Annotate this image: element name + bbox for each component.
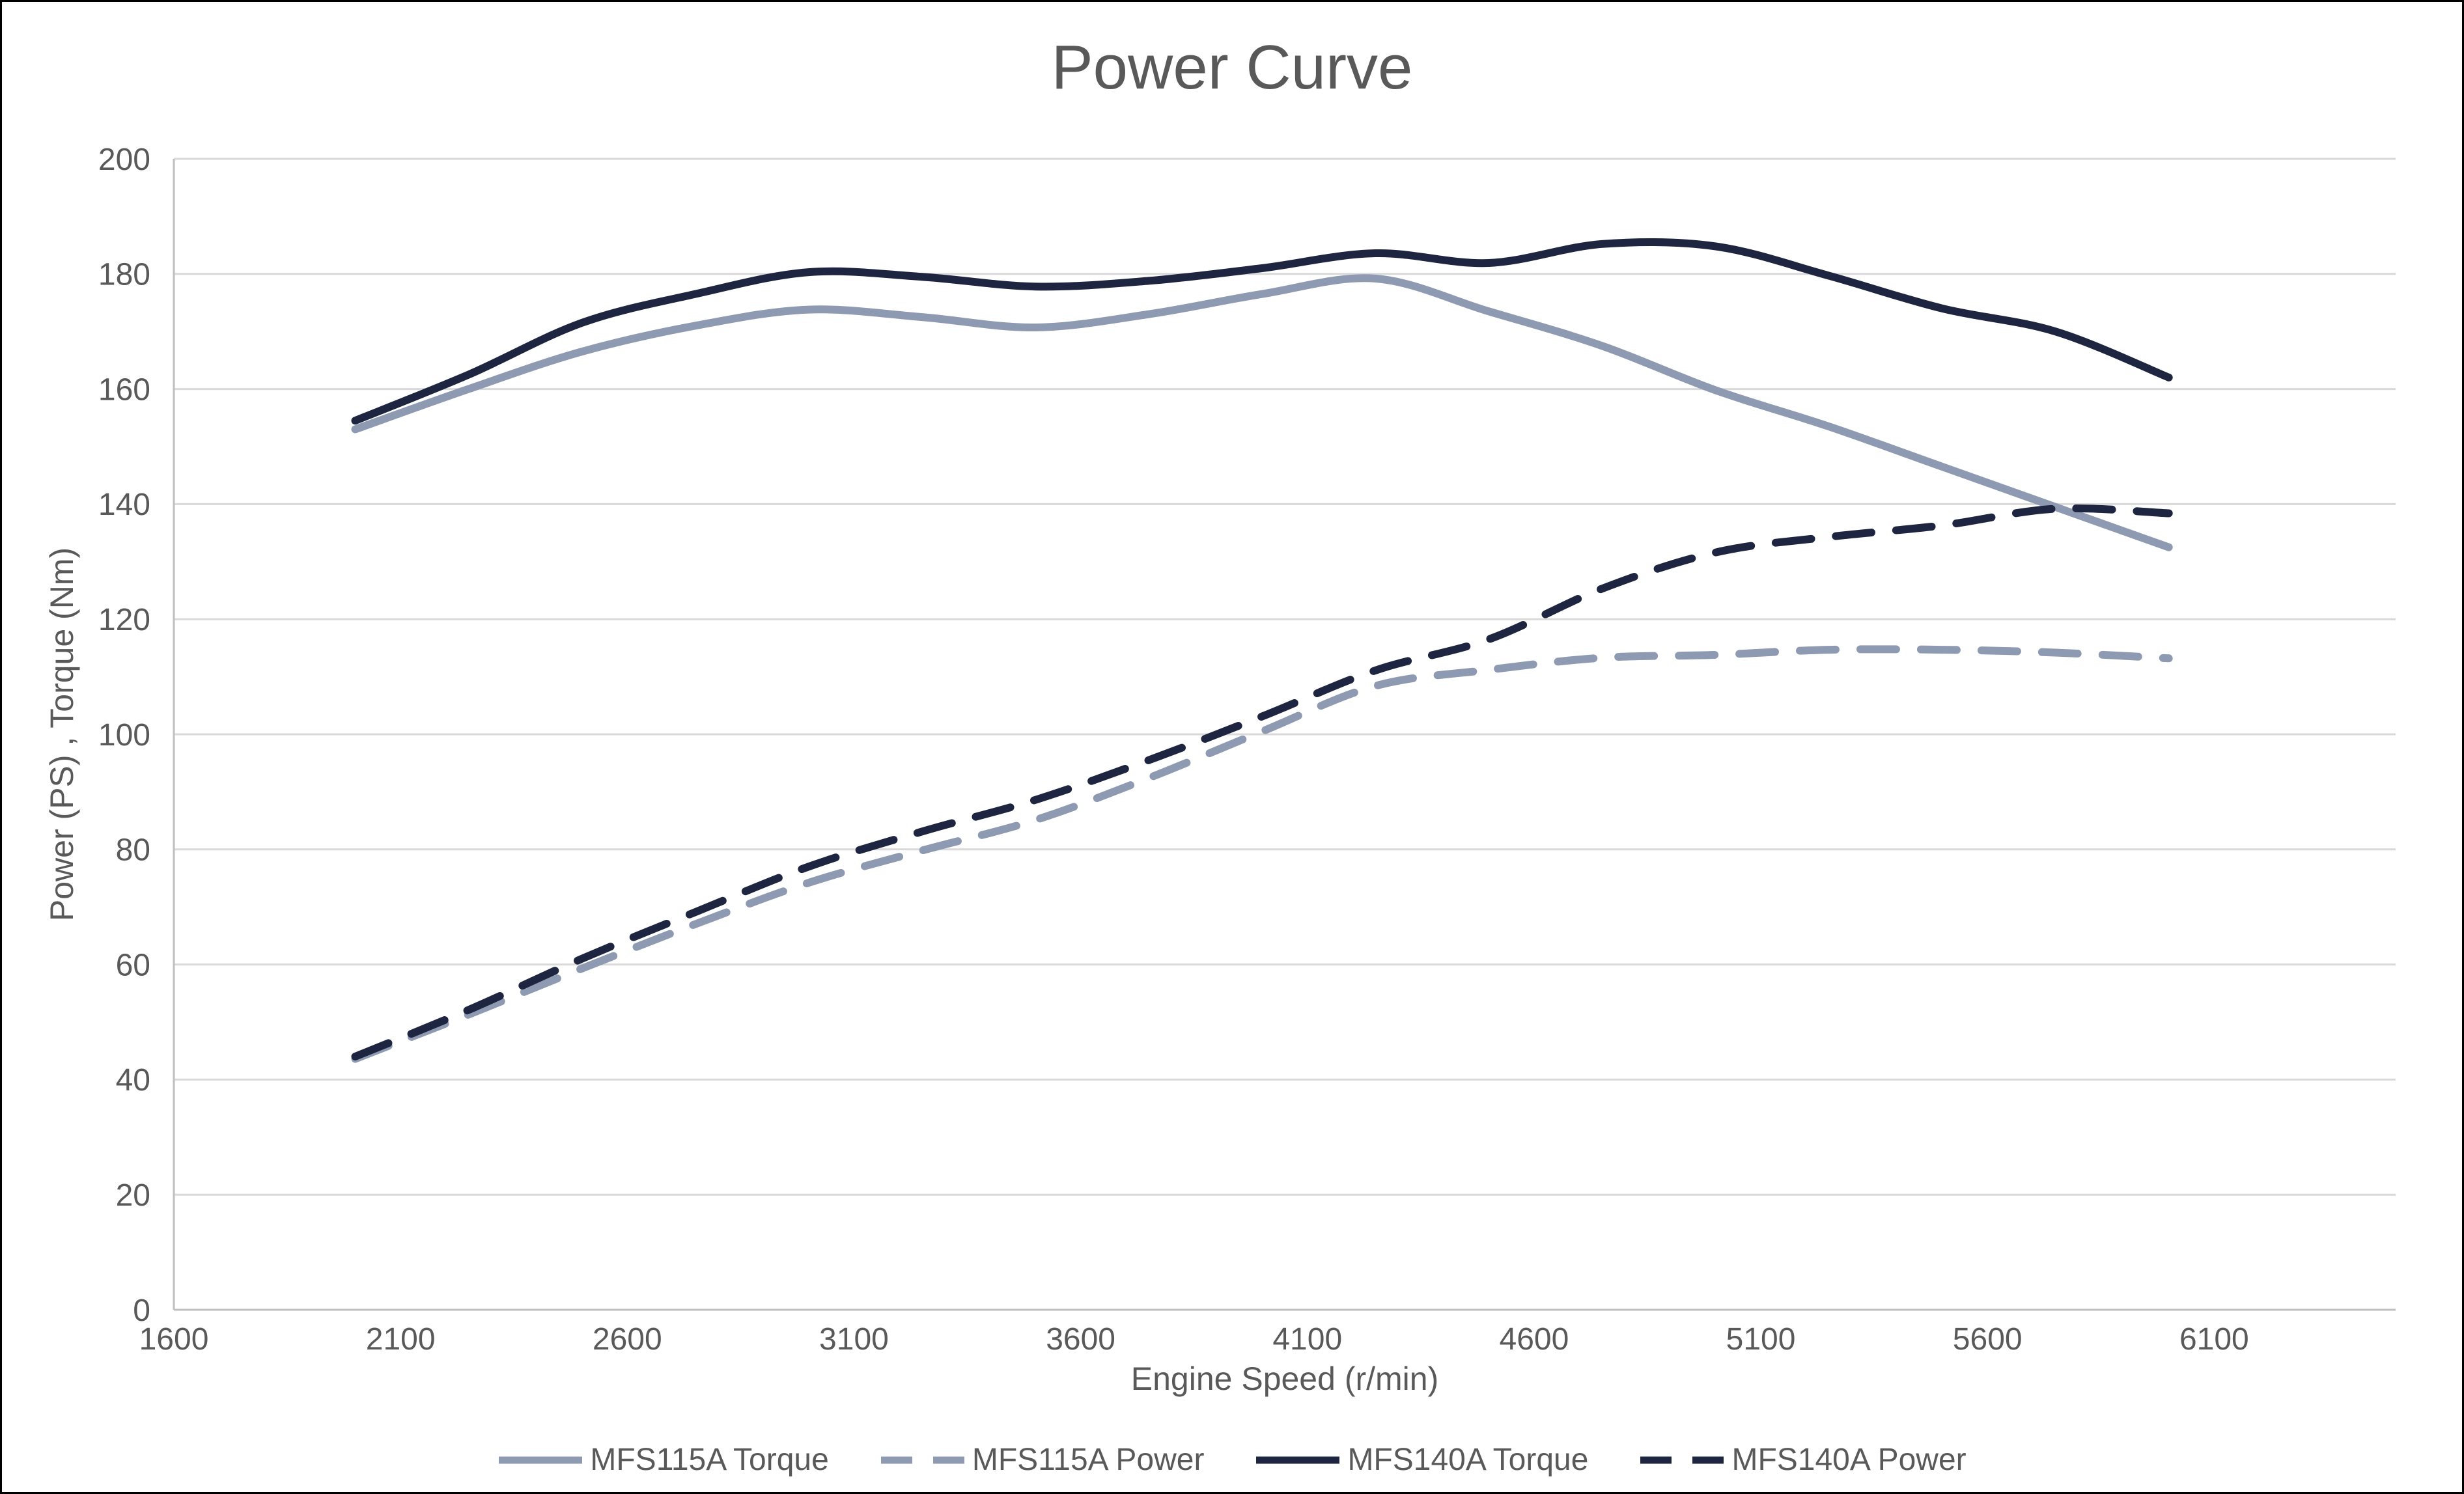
x-tick-label: 1600 xyxy=(139,1322,209,1357)
y-tick-label: 120 xyxy=(98,603,150,637)
y-tick-label: 60 xyxy=(116,948,150,982)
chart-title: Power Curve xyxy=(1051,33,1413,102)
legend: MFS115A Torque MFS115A Power MFS140A Torqu… xyxy=(2,1442,2462,1478)
y-tick-label: 80 xyxy=(116,833,150,868)
y-axis-title: Power (PS) , Torque (Nm) xyxy=(44,547,80,922)
x-tick-label: 3100 xyxy=(819,1322,889,1357)
legend-line-swatch xyxy=(1256,1456,1340,1463)
y-tick-label: 100 xyxy=(98,718,150,753)
y-tick-label: 200 xyxy=(98,143,150,177)
series-curve-mfs115a-power xyxy=(351,645,2173,1063)
y-tick-label: 180 xyxy=(98,258,150,292)
x-tick-label: 3600 xyxy=(1046,1322,1115,1357)
x-tick-label: 4100 xyxy=(1272,1322,1342,1357)
y-tick-label: 160 xyxy=(98,372,150,407)
legend-line-swatch xyxy=(499,1456,583,1463)
y-tick-label: 140 xyxy=(98,488,150,522)
y-tick-label: 20 xyxy=(116,1178,150,1213)
x-tick-label: 2100 xyxy=(366,1322,436,1357)
x-tick-label: 6100 xyxy=(2179,1322,2249,1357)
legend-label: MFS115A Torque xyxy=(590,1443,829,1477)
y-tick-label: 40 xyxy=(116,1063,150,1098)
x-tick-label: 2600 xyxy=(593,1322,662,1357)
legend-line-swatch xyxy=(1640,1456,1724,1463)
legend-item-mfs115a-torque: MFS115A Torque xyxy=(497,1442,829,1478)
x-axis-title: Engine Speed (r/min) xyxy=(1130,1361,1439,1397)
series-curve-mfs140a-power xyxy=(351,504,2173,1060)
y-tick-label: 0 xyxy=(133,1293,150,1328)
legend-line-swatch xyxy=(880,1456,964,1463)
x-tick-label: 5100 xyxy=(1726,1322,1796,1357)
legend-label: MFS140A Power xyxy=(1731,1443,1967,1477)
legend-label: MFS115A Power xyxy=(972,1443,1205,1477)
x-tick-label: 5600 xyxy=(1953,1322,2023,1357)
legend-label: MFS140A Torque xyxy=(1347,1443,1589,1477)
series-curve-mfs140a-torque xyxy=(351,238,2173,425)
series-curve-mfs115a-torque xyxy=(351,274,2173,551)
legend-item-mfs140a-torque: MFS140A Torque xyxy=(1255,1442,1588,1478)
x-tick-label: 4600 xyxy=(1500,1322,1569,1357)
legend-item-mfs115a-power: MFS115A Power xyxy=(880,1442,1205,1478)
legend-item-mfs140a-power: MFS140A Power xyxy=(1639,1442,1967,1478)
